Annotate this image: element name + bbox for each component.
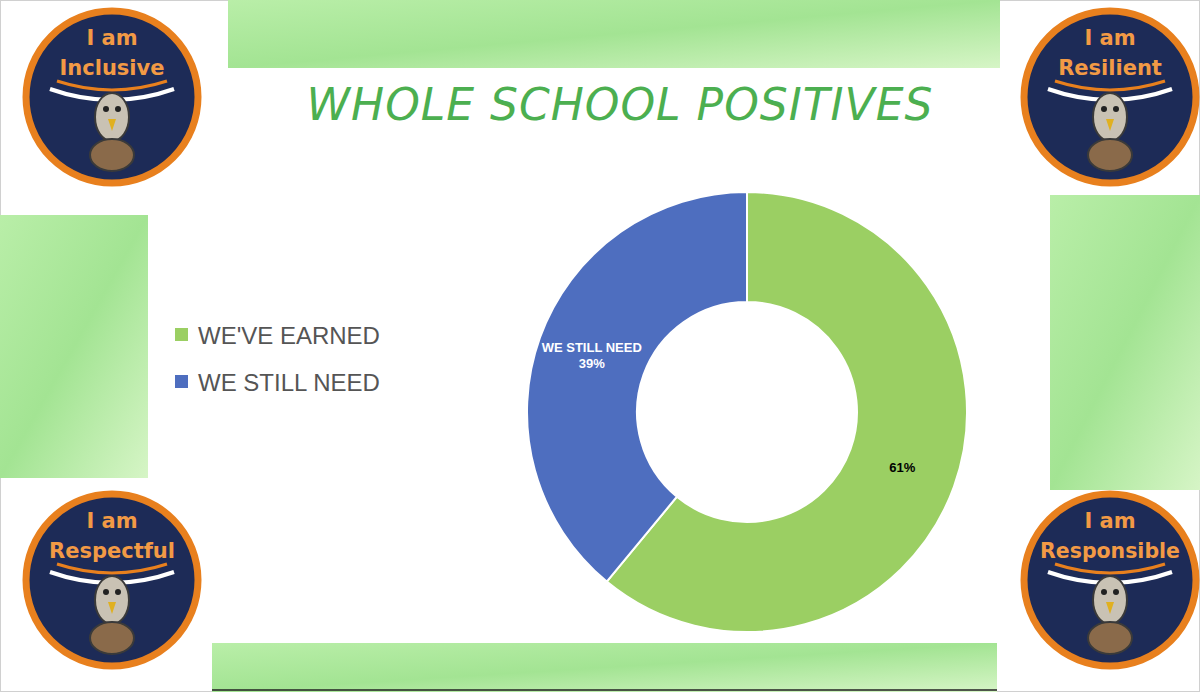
badge-top: I am [1084,26,1135,50]
badge-mascot [103,106,109,112]
badge: I am Resilient [1024,11,1196,183]
badge-mascot [115,106,121,112]
title: WHOLE SCHOOL POSITIVES [307,79,934,130]
badge-circle [1024,11,1196,183]
decor-panel [0,215,148,478]
badge-top: I am [1084,509,1135,533]
badge-mascot [95,93,129,141]
badge-word: Inclusive [60,56,165,80]
legend-swatch [175,328,188,341]
badge-mascot [1088,622,1132,654]
badge-word: Respectful [49,539,175,563]
decor-panel [212,643,997,692]
badge-mascot [1106,119,1114,131]
badge-swoosh [1055,81,1165,90]
data-label-line: 39% [579,356,605,371]
decor-panel [228,0,1000,68]
badge-mascot [1093,93,1127,141]
badge-mascot [1113,589,1119,595]
badge: I am Inclusive [26,11,198,183]
canvas: WHOLE SCHOOL POSITIVES I am Inclusive I am R… [0,0,1200,692]
legend-label: WE'VE EARNED [198,322,380,349]
badge-swoosh [57,81,167,90]
badge-mascot [1101,106,1107,112]
slices [527,192,967,632]
badge-word: Responsible [1040,539,1180,563]
legend: WE'VE EARNED WE STILL NEED [175,322,380,396]
badge-mascot [1088,139,1132,171]
badge: I am Responsible [1024,494,1196,666]
badge-circle [26,494,198,666]
badge-circle [1024,494,1196,666]
data-label-line: WE STILL NEED [542,340,642,355]
decor-panel [1050,195,1200,490]
badge-mascot [1113,106,1119,112]
badge-swoosh [57,564,167,573]
badge-top: I am [86,509,137,533]
decor-line [212,689,997,691]
badge-word: Resilient [1058,56,1162,80]
badge-mascot [108,602,116,614]
legend-swatch [175,375,188,388]
badge-top: I am [86,26,137,50]
badge-swoosh [1055,564,1165,573]
data-label: 61% [889,460,915,475]
badge-mascot [1106,602,1114,614]
badge-mascot [1101,589,1107,595]
badge-mascot [90,139,134,171]
badge-mascot [90,622,134,654]
badge-mascot [1093,576,1127,624]
data-label: WE STILL NEED39% [542,340,642,371]
badge-mascot [108,119,116,131]
background [1,1,1200,692]
slice [527,192,747,582]
badge-mascot [95,576,129,624]
badge-mascot [115,589,121,595]
data-label-line: 61% [889,460,915,475]
badge-mascot [103,589,109,595]
data-labels: 61% WE STILL NEED39% [542,340,916,475]
badge-circle [26,11,198,183]
badge: I am Respectful [26,494,198,666]
legend-label: WE STILL NEED [198,369,380,396]
